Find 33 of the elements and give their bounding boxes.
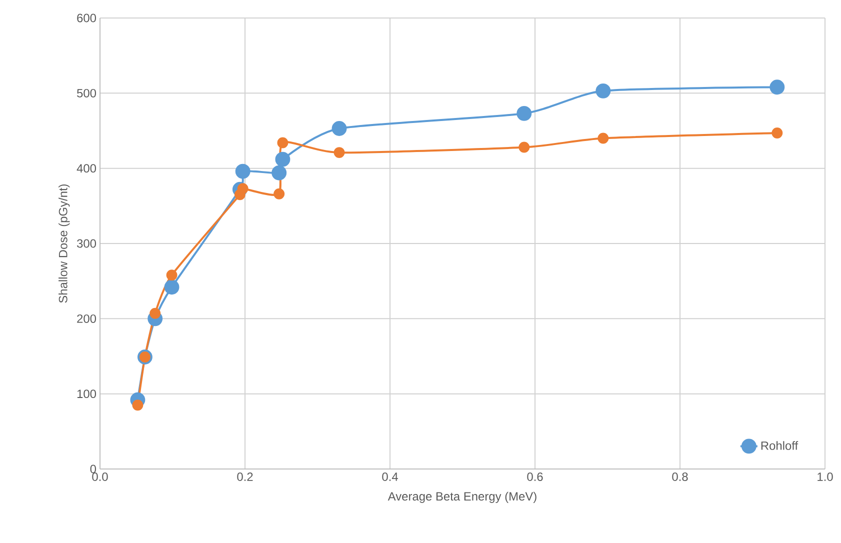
point [277,137,288,148]
y-tick-label: 400 [76,164,96,173]
x-tick-label: 0.8 [672,472,688,481]
point [166,270,178,281]
y-axis-title: Shallow Dose (pGy/nt) [58,184,70,303]
point [275,152,290,167]
x-tick-label: 0.2 [237,472,253,481]
point [332,121,347,136]
point [235,164,250,179]
point [770,80,785,95]
y-tick-label: 200 [77,314,96,323]
legend-label: Rohloff [761,441,798,450]
y-tick-label: 0 [90,464,96,474]
x-axis-title: Average Beta Energy (MeV) [388,492,536,503]
y-tick-label: 100 [77,390,96,398]
point [274,188,285,200]
point [596,83,611,98]
point [334,147,345,158]
x-tick-label: 0.0 [92,472,108,481]
y-tick-label: 300 [76,239,96,248]
point [598,132,609,144]
point [164,280,180,295]
point [516,106,532,121]
point [150,308,161,319]
x-tick-label: 0.4 [382,472,398,481]
x-tick-label: 0.6 [527,472,543,481]
point [518,142,530,153]
point [772,128,783,138]
y-tick-label: 600 [77,14,96,22]
x-tick-label: 1.0 [818,472,833,481]
point [272,165,287,180]
point [132,400,144,411]
y-tick-label: 500 [77,88,96,98]
